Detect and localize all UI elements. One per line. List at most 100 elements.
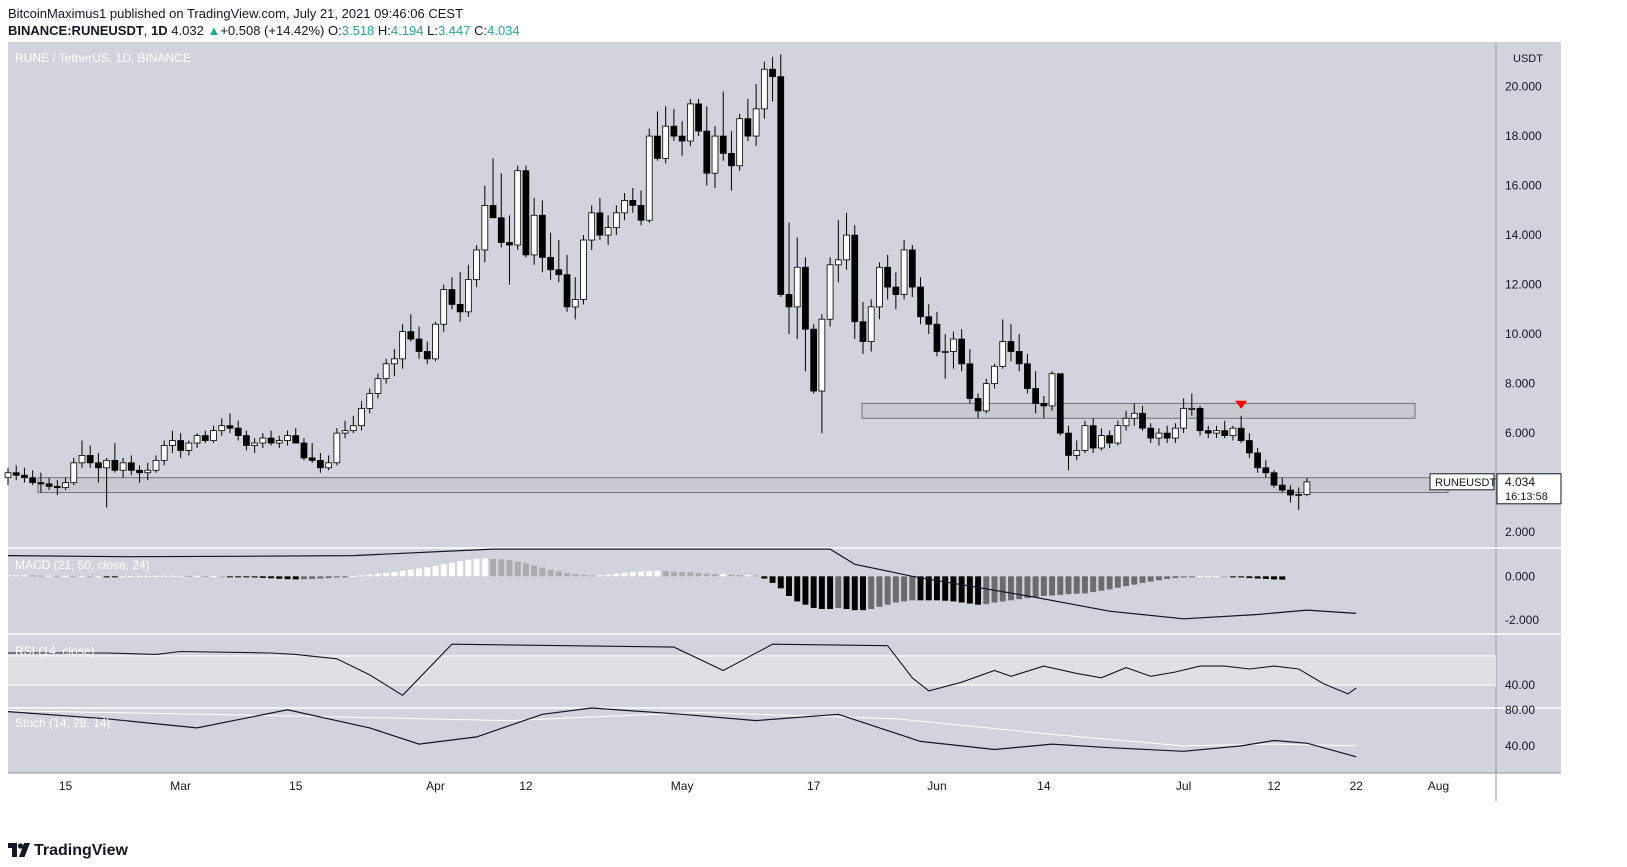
time-tick-label: Apr — [426, 779, 445, 793]
symbol-label[interactable]: BINANCE:RUNEUSDT — [8, 23, 144, 38]
macd-histogram-bar — [1188, 576, 1195, 578]
candle-body — [1172, 427, 1179, 439]
price-tick-label: 6.000 — [1505, 426, 1535, 440]
change-value: +0.508 (+14.42%) — [220, 23, 325, 38]
macd-histogram-bar — [29, 575, 36, 577]
price-tick-label: 12.000 — [1505, 278, 1542, 292]
macd-histogram-bar — [120, 576, 127, 578]
candle-body — [769, 68, 776, 78]
macd-histogram-bar — [465, 559, 472, 577]
high-label: H: — [377, 23, 391, 38]
candle-body — [177, 440, 185, 451]
candle-body — [78, 455, 86, 464]
macd-histogram-bar — [835, 576, 842, 608]
candle-body — [530, 214, 538, 256]
macd-histogram-bar — [1114, 576, 1121, 588]
candle-body — [415, 338, 423, 352]
candle-body — [744, 118, 752, 137]
macd-histogram-bar — [999, 576, 1006, 602]
candle-body — [1213, 430, 1220, 434]
macd-histogram-bar — [1057, 576, 1064, 595]
macd-histogram-bar — [481, 558, 488, 577]
macd-histogram-bar — [1155, 576, 1162, 581]
candle-body — [1204, 430, 1212, 434]
candle-body — [522, 170, 530, 256]
macd-histogram-bar — [1081, 576, 1088, 594]
macd-histogram-bar — [1139, 576, 1146, 583]
macd-histogram-bar — [917, 576, 924, 601]
candle-body — [1229, 427, 1237, 437]
macd-histogram-bar — [202, 576, 209, 578]
macd-histogram-bar — [1073, 576, 1080, 594]
candle-body — [423, 351, 431, 360]
macd-histogram-bar — [70, 576, 77, 578]
candle-body — [612, 212, 620, 229]
macd-histogram-bar — [54, 575, 61, 577]
price-tick-label: 20.000 — [1505, 80, 1542, 94]
candle-body — [506, 242, 513, 246]
macd-histogram-bar — [95, 576, 102, 578]
macd-histogram-bar — [934, 576, 940, 601]
macd-histogram-bar — [366, 574, 373, 577]
tradingview-logo-icon — [8, 843, 30, 857]
macd-histogram-bar — [5, 575, 11, 577]
candle-body — [637, 204, 645, 221]
time-tick-label: 15 — [289, 779, 303, 793]
high-value: 4.194 — [390, 23, 424, 38]
interval-label[interactable]: 1D — [151, 23, 168, 38]
candle-body — [210, 430, 217, 441]
macd-histogram-bar — [769, 576, 776, 583]
candle-body — [547, 256, 554, 271]
candle-body — [218, 425, 226, 432]
macd-histogram-bar — [1172, 576, 1179, 579]
candle-body — [1270, 472, 1278, 486]
macd-histogram-bar — [1106, 576, 1113, 590]
candle-body — [103, 459, 111, 469]
macd-histogram-bar — [942, 576, 949, 601]
macd-label: MACD (21, 50, close, 24) — [15, 558, 150, 572]
candle-body — [53, 485, 61, 488]
price-tick-label: 16.000 — [1505, 179, 1542, 193]
macd-histogram-bar — [580, 575, 587, 577]
candle-body — [185, 442, 193, 451]
macd-histogram-bar — [753, 575, 760, 577]
macd-histogram-bar — [860, 576, 866, 611]
macd-histogram-bar — [802, 576, 809, 605]
macd-histogram-bar — [1008, 576, 1014, 601]
macd-histogram-bar — [654, 570, 661, 577]
candle-body — [818, 318, 826, 392]
macd-histogram-bar — [144, 575, 151, 577]
candle-body — [37, 482, 45, 485]
macd-histogram-bar — [720, 574, 727, 577]
macd-histogram-bar — [827, 576, 834, 610]
macd-histogram-bar — [300, 576, 307, 580]
candle-body — [859, 321, 867, 342]
macd-histogram-bar — [424, 567, 431, 577]
candle-body — [497, 217, 505, 243]
time-tick-label: Aug — [1428, 779, 1449, 793]
macd-histogram-bar — [1238, 576, 1245, 578]
candle-body — [728, 152, 735, 167]
macd-histogram-bar — [1197, 576, 1204, 578]
macd-histogram-bar — [325, 576, 332, 579]
time-tick-label: 14 — [1037, 779, 1051, 793]
change-arrow-icon: ▲ — [207, 23, 221, 38]
candle-body — [1032, 388, 1039, 404]
candle-body — [1188, 407, 1196, 410]
candle-body — [670, 125, 678, 137]
currency-label: USDT — [1513, 53, 1543, 65]
macd-histogram-bar — [588, 575, 595, 577]
tradingview-brand[interactable]: TradingView — [34, 842, 128, 859]
candle-body — [1040, 403, 1048, 407]
candle-body — [571, 299, 579, 308]
macd-histogram-bar — [169, 575, 176, 577]
macd-histogram-bar — [448, 562, 455, 577]
candle-body — [448, 289, 456, 305]
macd-histogram-bar — [87, 576, 94, 578]
candle-body — [596, 212, 604, 236]
macd-histogram-bar — [210, 576, 217, 578]
macd-histogram-bar — [342, 576, 349, 578]
rsi-band — [8, 655, 1496, 686]
candle-body — [481, 204, 489, 251]
